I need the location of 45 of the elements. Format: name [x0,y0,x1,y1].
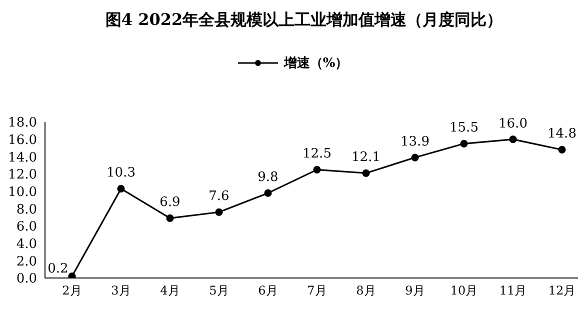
data-label: 6.9 [160,195,180,210]
data-label: 0.2 [48,261,68,276]
point [264,189,272,197]
point [117,184,125,193]
y-tick-label: 4.0 [16,236,37,252]
x-tick-label: 6月 [258,284,278,298]
data-label: 9.8 [258,170,278,186]
data-label: 7.6 [208,189,230,204]
point [313,166,321,174]
data-label: 13.9 [400,134,430,150]
x-tick-label: 3月 [111,284,131,298]
y-tick-label: 6.0 [16,220,37,235]
x-tick-label: 11月 [499,284,527,298]
data-label: 10.3 [106,166,136,181]
y-tick-label: 8.0 [16,202,37,218]
data-label: 12.1 [352,150,380,166]
data-label: 12.5 [302,146,332,162]
y-tick-label: 14.0 [8,150,37,166]
y-tick-label: 0.0 [16,272,37,287]
point [215,208,223,216]
x-tick-label: 9月 [405,284,425,298]
data-label: 16.0 [498,116,528,132]
x-tick-label: 12月 [548,284,576,298]
x-tick-label: 4月 [160,284,180,298]
y-tick-label: 18.0 [8,116,37,131]
point [460,140,468,148]
point [509,136,517,144]
point [558,146,566,154]
legend-label: 增速（%） [284,55,348,72]
y-tick-label: 12.0 [8,168,37,183]
point [166,214,174,222]
x-tick-label: 8月 [356,284,376,298]
point [411,154,419,162]
x-tick-label: 2月 [62,284,82,298]
chart-title: 图4 2022年全县规模以上工业增加值增速（月度同比） [104,9,504,31]
x-tick-label: 7月 [307,284,327,298]
point [68,272,76,278]
x-tick-label: 5月 [209,284,229,298]
y-tick-label: 16.0 [8,132,37,148]
data-label: 14.8 [548,126,576,142]
y-tick-label: 2.0 [16,254,37,270]
y-tick-label: 10.0 [8,184,37,200]
point [362,169,370,177]
x-tick-label: 10月 [450,284,478,298]
data-label: 15.5 [450,120,478,136]
